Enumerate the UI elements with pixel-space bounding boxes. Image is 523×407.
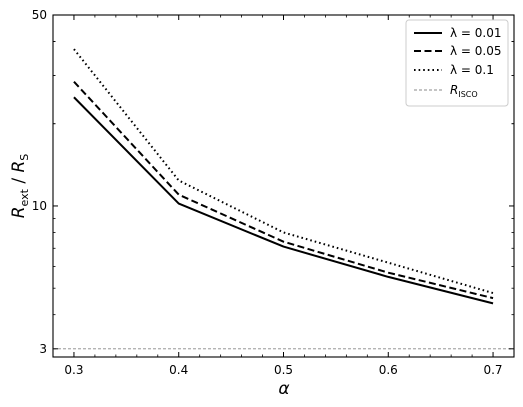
legend-label-series-1: λ = 0.01 (450, 26, 502, 40)
legend-label-series-3: λ = 0.1 (450, 63, 494, 77)
x-tick-label: 0.5 (274, 363, 293, 377)
x-tick-label: 0.7 (483, 363, 502, 377)
legend-label-isco-main: R (450, 83, 458, 97)
y-axis-label-separator: / (9, 173, 29, 190)
y-axis-label-denominator: R (9, 161, 29, 173)
x-tick-label: 0.3 (64, 363, 83, 377)
legend-label-isco-sub: ISCO (458, 90, 477, 99)
y-tick-label: 3 (39, 342, 47, 356)
y-axis-label: Rext / RS (9, 154, 31, 219)
legend: λ = 0.01 λ = 0.05 λ = 0.1 RISCO (405, 19, 509, 107)
series-line-2 (73, 81, 494, 300)
legend-label-series-2: λ = 0.05 (450, 44, 502, 58)
x-axis-label: α (278, 379, 289, 399)
x-tick-label: 0.4 (169, 363, 188, 377)
y-tick-label: 10 (32, 199, 47, 213)
y-axis-label-numerator: R (9, 206, 29, 218)
legend-box (405, 19, 509, 107)
y-axis-label-numerator-sub: ext (18, 188, 31, 206)
series-line-3 (73, 48, 494, 295)
series-line-1 (73, 96, 494, 305)
x-tick-label: 0.6 (379, 363, 398, 377)
y-axis-label-denominator-sub: S (18, 154, 31, 161)
legend-label-isco: RISCO (450, 83, 478, 99)
y-tick-label: 50 (32, 8, 47, 22)
